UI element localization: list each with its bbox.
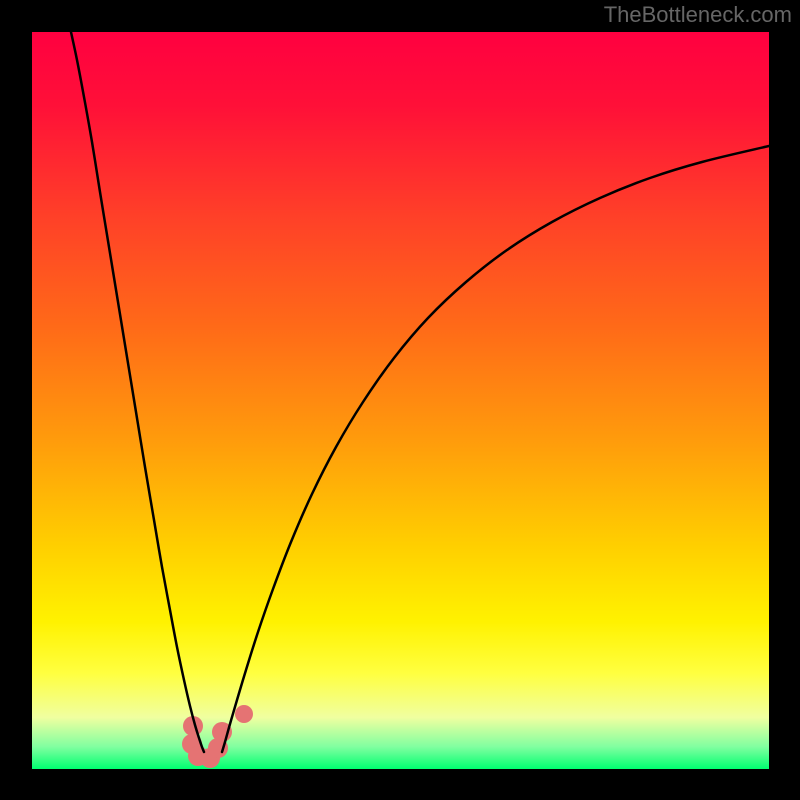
left-curve [71, 32, 204, 752]
right-curve [222, 146, 769, 752]
chart-overlay [0, 0, 800, 800]
watermark-text: TheBottleneck.com [604, 2, 792, 28]
chart-container: TheBottleneck.com [0, 0, 800, 800]
data-marker [235, 705, 253, 723]
